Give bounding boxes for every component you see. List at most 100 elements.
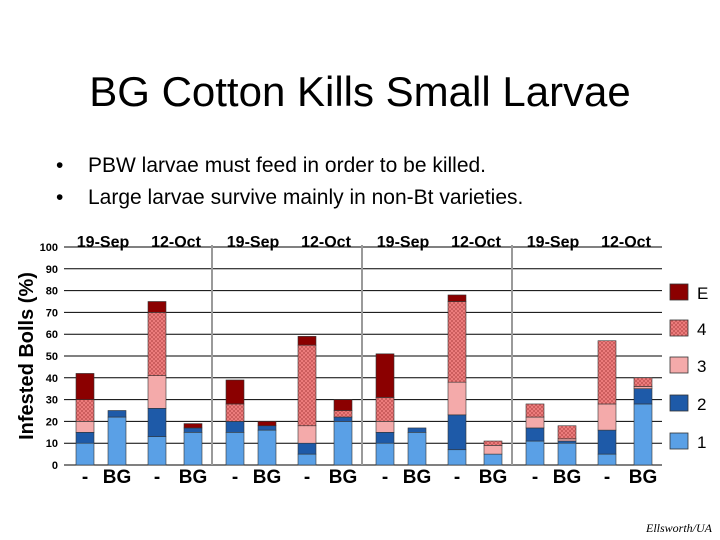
bar-segment-2 (375, 432, 395, 444)
bar-segment-1 (225, 432, 245, 466)
bar-segment-4 (557, 425, 577, 440)
bar-segment-1 (297, 453, 317, 466)
date-label: 19-Sep (77, 234, 130, 251)
category-label: BG (553, 467, 582, 488)
date-label: 12-Oct (601, 234, 651, 251)
bar-segment-E (225, 379, 245, 405)
bar-segment-4 (75, 399, 95, 422)
bar-segment-1 (333, 421, 353, 466)
bar-segment-4 (333, 410, 353, 418)
bar-segment-2 (257, 425, 277, 431)
category-label: BG (629, 467, 658, 488)
bar-segment-E (333, 399, 353, 411)
category-label: - (382, 467, 388, 488)
bar-segment-E (147, 301, 167, 313)
bar-segment-2 (633, 388, 653, 405)
legend-swatch-2 (669, 394, 689, 412)
bar-segment-3 (597, 403, 617, 431)
category-label: BG (103, 467, 132, 488)
bar-segment-3 (447, 381, 467, 416)
y-tick-label: 80 (46, 286, 58, 298)
date-label: 12-Oct (151, 234, 201, 251)
bullet-item: • Large larvae survive mainly in non-Bt v… (56, 182, 523, 214)
bar-segment-2 (75, 432, 95, 444)
date-label: 19-Sep (227, 234, 280, 251)
bar-segment-1 (257, 429, 277, 466)
bar-segment-E (447, 294, 467, 302)
bar-segment-3 (75, 421, 95, 433)
category-label: - (154, 467, 160, 488)
bar-segment-1 (447, 449, 467, 466)
legend-label: 2 (697, 395, 706, 414)
category-label: BG (329, 467, 358, 488)
legend-label: E (697, 284, 708, 303)
bar-segment-1 (107, 416, 127, 466)
bar-segment-2 (407, 427, 427, 433)
bar-segment-4 (597, 340, 617, 405)
bar-segment-E (75, 373, 95, 400)
bar-segment-3 (375, 421, 395, 433)
slide-title: BG Cotton Kills Small Larvae (89, 68, 631, 115)
bullet-dot-icon: • (56, 154, 64, 177)
bar-segment-2 (447, 414, 467, 451)
y-tick-label: 0 (52, 460, 58, 472)
bar-segment-1 (183, 432, 203, 466)
y-tick-label: 60 (46, 329, 58, 341)
bar-segment-4 (633, 377, 653, 387)
date-label: 12-Oct (301, 234, 351, 251)
bar-segment-3 (147, 375, 167, 409)
category-label: - (232, 467, 238, 488)
y-tick-label: 10 (46, 438, 58, 450)
bar-segment-2 (597, 429, 617, 455)
bar-segment-2 (147, 408, 167, 437)
y-tick-label: 70 (46, 307, 58, 319)
bar-segment-4 (375, 397, 395, 422)
bar-segment-E (183, 423, 203, 429)
y-tick-label: 40 (46, 373, 58, 385)
y-tick-label: 30 (46, 395, 58, 407)
y-tick-label: 50 (46, 351, 58, 363)
date-label: 19-Sep (377, 234, 430, 251)
bar-segment-1 (597, 453, 617, 466)
bar-segment-3 (525, 416, 545, 429)
bullet-dot-icon: • (56, 186, 64, 209)
category-label: - (304, 467, 310, 488)
y-tick-label: 20 (46, 416, 58, 428)
category-label: BG (179, 467, 208, 488)
y-tick-label: 100 (40, 242, 58, 254)
date-label: 12-Oct (451, 234, 501, 251)
bullet-text: Large larvae survive mainly in non-Bt va… (88, 186, 524, 209)
category-label: BG (253, 467, 282, 488)
bar-segment-4 (483, 440, 503, 446)
date-label: 19-Sep (527, 234, 580, 251)
bar-segment-2 (107, 410, 127, 418)
bar-segment-2 (333, 416, 353, 422)
legend-label: 3 (697, 357, 706, 376)
bar-segment-4 (447, 301, 467, 383)
bar-segment-1 (147, 436, 167, 466)
bar-segment-4 (297, 344, 317, 427)
bar-segment-3 (633, 386, 653, 390)
bar-segment-1 (75, 442, 95, 466)
category-label: BG (403, 467, 432, 488)
bar-segment-E (297, 336, 317, 346)
category-label: - (532, 467, 538, 488)
legend-swatch-E (669, 283, 689, 301)
y-tick-label: 90 (46, 264, 58, 276)
y-axis-label: Infested Bolls (%) (16, 272, 38, 440)
bar-segment-1 (407, 432, 427, 466)
bar-segment-E (375, 353, 395, 398)
bar-segment-E (257, 421, 277, 427)
bar-segment-4 (147, 312, 167, 376)
bar-segment-2 (225, 421, 245, 433)
legend-label: 4 (697, 320, 706, 339)
infested-bolls-chart: 0 10 20 30 40 50 60 70 80 90 100 Infested Bolls (%)… (16, 234, 708, 488)
bar-segment-1 (633, 403, 653, 466)
legend-swatch-4 (669, 319, 689, 337)
bar-segment-2 (525, 427, 545, 442)
bar-segment-3 (557, 438, 577, 442)
bar-segment-1 (525, 440, 545, 466)
bar-segment-2 (557, 440, 577, 444)
bullet-item: • PBW larvae must feed in order to be kil… (56, 150, 523, 182)
bullet-text: PBW larvae must feed in order to be kill… (88, 154, 487, 177)
